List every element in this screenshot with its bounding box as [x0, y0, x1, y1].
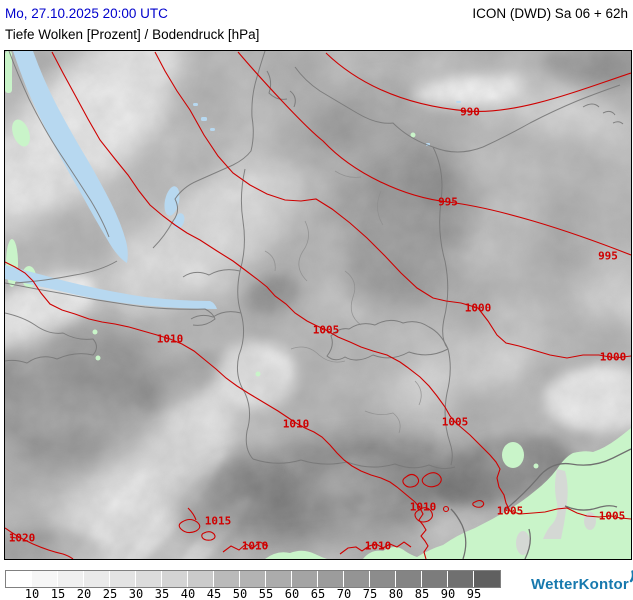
model-run-label: ICON (DWD) Sa 06 + 62h — [472, 6, 628, 21]
isobar-990 — [325, 52, 631, 112]
legend-labels: 10 15 20 25 30 35 40 45 50 55 60 65 70 75 80 85 90 95 — [0, 587, 633, 600]
state-borders — [264, 170, 422, 434]
country-borders — [5, 51, 624, 470]
brand-text: WetterKontor — [531, 576, 629, 593]
legend-value: 10 — [24, 587, 40, 600]
legend-cell — [292, 571, 318, 587]
legend-value: 65 — [310, 587, 326, 600]
map-title: Tiefe Wolken [Prozent] / Bodendruck [hPa… — [5, 27, 260, 42]
legend-value: 30 — [128, 587, 144, 600]
legend-value: 90 — [440, 587, 456, 600]
legend-value: 45 — [206, 587, 222, 600]
cloud-cover-legend: 10 15 20 25 30 35 40 45 50 55 60 65 70 75 80 85 90 95 — [0, 570, 633, 600]
sea-areas — [5, 51, 461, 309]
legend-value: 15 — [50, 587, 66, 600]
legend-value: 75 — [362, 587, 378, 600]
legend-cell — [422, 571, 448, 587]
legend-value: 25 — [102, 587, 118, 600]
legend-value: 40 — [180, 587, 196, 600]
isobar-1020 — [5, 527, 74, 559]
legend-value: 80 — [388, 587, 404, 600]
datetime-label: Mo, 27.10.2025 20:00 UTC — [5, 6, 168, 21]
legend-cell — [318, 571, 344, 587]
legend-value: 20 — [76, 587, 92, 600]
weather-map: 990 995 995 1000 1000 1005 1005 1005 1005 1010 101… — [4, 50, 632, 560]
legend-cell — [188, 571, 214, 587]
legend-cell — [396, 571, 422, 587]
isobar-1010 — [5, 261, 429, 559]
legend-value: 60 — [284, 587, 300, 600]
legend-cell — [448, 571, 474, 587]
legend-cell — [266, 571, 292, 587]
isobar-1000 — [154, 51, 631, 359]
legend-cell — [32, 571, 58, 587]
legend-value: 35 — [154, 587, 170, 600]
legend-bar — [5, 570, 501, 588]
legend-cell — [240, 571, 266, 587]
isobars — [5, 51, 631, 559]
legend-cell — [110, 571, 136, 587]
legend-cell — [84, 571, 110, 587]
legend-cell — [214, 571, 240, 587]
legend-cell — [344, 571, 370, 587]
legend-value: 55 — [258, 587, 274, 600]
legend-cell — [474, 571, 500, 587]
wetterkontor-swoosh-icon — [628, 570, 633, 587]
legend-cell — [58, 571, 84, 587]
legend-cell — [162, 571, 188, 587]
isobar-1005 — [51, 51, 631, 520]
southeast-borders — [450, 448, 631, 559]
legend-cell — [136, 571, 162, 587]
map-graphic — [5, 51, 631, 559]
isobar-995 — [237, 51, 631, 256]
legend-value: 95 — [466, 587, 482, 600]
legend-cell — [6, 571, 32, 587]
header-row: Mo, 27.10.2025 20:00 UTC ICON (DWD) Sa 0… — [5, 6, 628, 21]
legend-value: 85 — [414, 587, 430, 600]
legend-value: 50 — [232, 587, 248, 600]
legend-value: 70 — [336, 587, 352, 600]
legend-cell — [370, 571, 396, 587]
wetterkontor-logo[interactable]: WetterKontor — [531, 570, 633, 593]
